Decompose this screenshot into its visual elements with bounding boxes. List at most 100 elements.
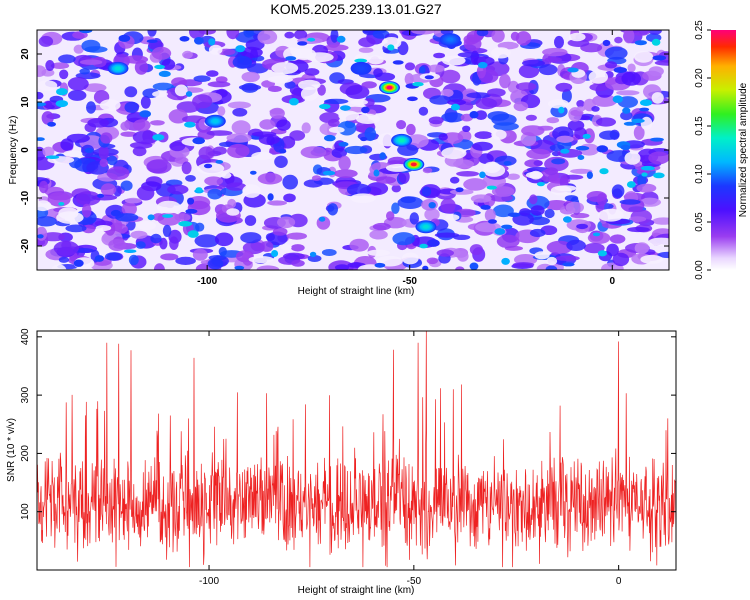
heatmap-texture-cell [361,106,370,114]
heatmap-texture-cell [396,120,407,130]
colorbar-tick-label: 0.15 [694,116,705,136]
heatmap-texture-cell [300,146,327,159]
heatmap-texture-cell [515,31,532,46]
heatmap-texture-cell [564,195,579,202]
heatmap-texture-cell [232,108,248,117]
heatmap-texture-cell [387,44,395,51]
heatmap-texture-cell [38,180,49,194]
heatmap-texture-cell [513,101,529,112]
heatmap-texture-cell [419,66,426,74]
heatmap-texture-cell [477,61,488,69]
heatmap-texture-cell [360,136,368,142]
heatmap-texture-cell [121,202,137,216]
heatmap-texture-cell [650,137,664,142]
heatmap-texture-cell [159,237,168,250]
heatmap-texture-cell [470,194,492,203]
heatmap-texture-cell [648,30,662,35]
heatmap-texture-cell [588,70,608,84]
heatmap-texture-cell [192,137,205,145]
heatmap-texture-cell [97,193,105,198]
heatmap-texture-cell [208,38,216,46]
heatmap-texture-cell [324,134,336,142]
heatmap-texture-cell [292,48,317,60]
heatmap-texture-cell [546,256,558,266]
heatmap-texture-cell [285,56,297,61]
heatmap-texture-cell [455,187,464,193]
heatmap-texture-cell [544,56,562,63]
heatmap-texture-cell [450,176,460,184]
heatmap-texture-cell [99,158,109,168]
colorbar-tick-label: 0.05 [694,212,705,232]
heatmap-texture-cell [278,148,287,154]
heatmap-texture-cell [181,161,192,175]
heatmap-texture-cell [150,233,162,244]
heatmap-texture-cell [345,85,370,99]
heatmap-texture-cell [185,175,196,182]
heatmap-texture-cell [242,251,254,266]
heatmap-texture-cell [42,146,55,157]
heatmap-texture-cell [104,252,123,261]
heatmap-texture-cell [554,35,564,49]
heatmap-texture-cell [379,152,387,160]
heatmap-texture-cell [466,92,491,99]
heatmap-texture-cell [100,132,113,144]
snr-frame [36,330,677,571]
heatmap-texture-cell [427,239,440,247]
heatmap-texture-cell [47,192,71,207]
heatmap-texture-cell [182,50,193,59]
heatmap-texture-cell [169,141,186,152]
heatmap-texture-cell [529,228,546,238]
heatmap-texture-cell [397,144,419,156]
heatmap-texture-cell [208,44,223,55]
heatmap-texture-cell [410,30,436,35]
heatmap-texture-cell [369,229,388,240]
heatmap-texture-cell [558,106,565,114]
heatmap-feature-ring [410,162,417,167]
heatmap-texture-cell [366,182,389,196]
heatmap-texture-cell [373,169,380,177]
heatmap-texture-cell [248,256,274,263]
heatmap-texture-cell [284,81,296,89]
heatmap-texture-cell [251,151,274,161]
heatmap-texture-cell [207,188,223,200]
heatmap-texture-cell [391,184,401,193]
heatmap-texture-cell [480,204,491,210]
heatmap-texture-cell [534,251,550,260]
heatmap-texture-cell [472,141,493,151]
heatmap-texture-cell [441,147,467,160]
heatmap-texture-cell [515,82,537,91]
heatmap-texture-cell [427,64,445,73]
heatmap-texture-cell [167,184,189,195]
heatmap-y-tick-label: 20 [20,48,31,60]
heatmap-field [37,30,669,270]
heatmap-texture-cell [259,119,276,130]
heatmap-texture-cell [484,208,496,222]
heatmap-texture-cell [227,101,251,109]
heatmap-texture-cell [592,94,618,107]
heatmap-texture-cell [575,145,590,151]
heatmap-texture-cell [162,224,172,237]
heatmap-texture-cell [556,135,574,143]
heatmap-texture-cell [81,39,101,53]
colorbar-tick-label: 0.25 [694,20,705,40]
heatmap-texture-cell [358,37,376,48]
heatmap-x-axis-label: Height of straight line (km) [298,286,415,297]
heatmap-texture-cell [58,256,70,263]
heatmap-texture-cell [146,39,158,43]
heatmap-texture-cell [475,98,498,110]
heatmap-texture-cell [501,224,513,229]
heatmap-texture-cell [37,91,44,100]
heatmap-texture-cell [350,193,376,203]
heatmap-texture-cell [267,85,282,92]
heatmap-texture-cell [349,238,369,252]
heatmap-texture-cell [506,173,520,180]
heatmap-texture-cell [251,131,277,137]
heatmap-texture-cell [525,114,538,121]
heatmap-texture-cell [235,45,246,53]
heatmap-feature-4 [107,61,129,75]
heatmap-texture-cell [542,47,568,57]
heatmap-texture-cell [613,67,627,73]
heatmap-texture-cell [58,54,76,64]
heatmap-texture-cell [479,171,486,179]
heatmap-feature-ring [212,119,219,124]
